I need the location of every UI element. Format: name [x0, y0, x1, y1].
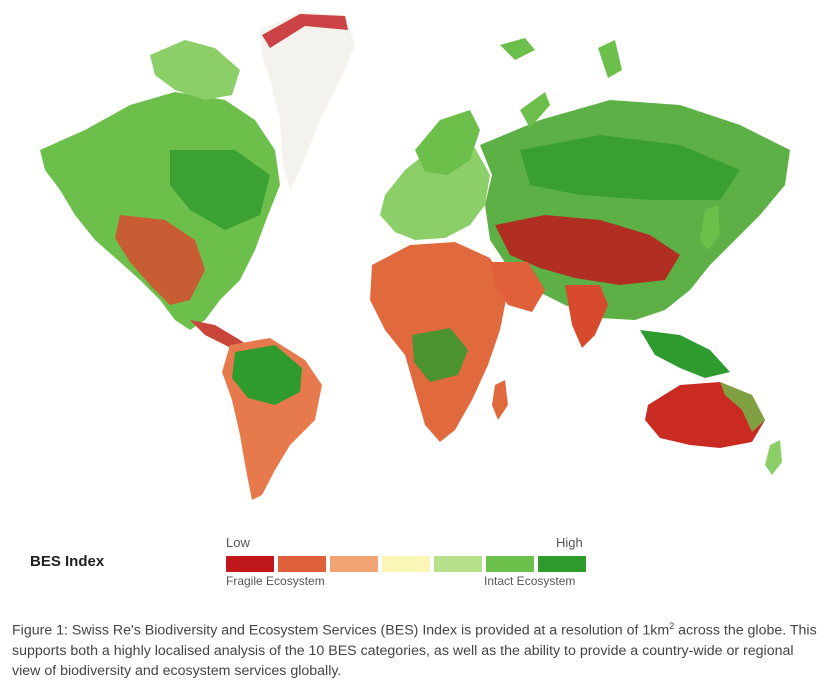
- legend-swatch-6: [486, 556, 534, 572]
- world-bes-map: [40, 12, 790, 500]
- region-japan: [700, 205, 720, 250]
- legend-high-label: High: [556, 535, 583, 550]
- region-canada-forest: [170, 150, 270, 230]
- legend-swatch-1: [226, 556, 274, 572]
- legend-swatch-2: [278, 556, 326, 572]
- legend-swatch-3: [330, 556, 378, 572]
- region-australia-coast: [720, 382, 765, 432]
- region-arctic-islands: [150, 40, 240, 100]
- region-greenland-coast: [262, 14, 348, 48]
- legend-low-label: Low: [226, 535, 250, 550]
- caption-superscript: 2: [669, 621, 675, 631]
- region-severnaya-zemlya: [598, 40, 622, 78]
- region-novaya-zemlya: [520, 92, 550, 128]
- legend-color-scale: [226, 556, 586, 572]
- region-north-america-arid: [115, 215, 205, 305]
- region-arabia: [490, 262, 545, 312]
- legend-swatch-5: [434, 556, 482, 572]
- region-congo: [412, 328, 468, 382]
- region-scandinavia: [415, 110, 480, 175]
- legend-fragile-label: Fragile Ecosystem: [226, 574, 325, 588]
- figure-caption: Figure 1: Swiss Re's Biodiversity and Ec…: [12, 616, 822, 681]
- region-new-zealand: [765, 440, 782, 475]
- region-amazon: [232, 345, 302, 405]
- region-southeast-asia: [640, 330, 730, 378]
- legend-swatch-7: [538, 556, 586, 572]
- caption-text-end: across the globe. This supports both a h…: [12, 622, 817, 679]
- legend-swatch-4: [382, 556, 430, 572]
- region-madagascar: [492, 380, 508, 420]
- legend-intact-label: Intact Ecosystem: [484, 574, 576, 588]
- caption-text-start: Figure 1: Swiss Re's Biodiversity and Ec…: [12, 622, 670, 639]
- region-siberia: [520, 135, 740, 200]
- region-greenland: [260, 12, 355, 190]
- region-india: [565, 285, 608, 348]
- region-central-asia-arid: [495, 215, 680, 285]
- legend-title: BES Index: [30, 553, 105, 570]
- region-svalbard: [500, 38, 535, 60]
